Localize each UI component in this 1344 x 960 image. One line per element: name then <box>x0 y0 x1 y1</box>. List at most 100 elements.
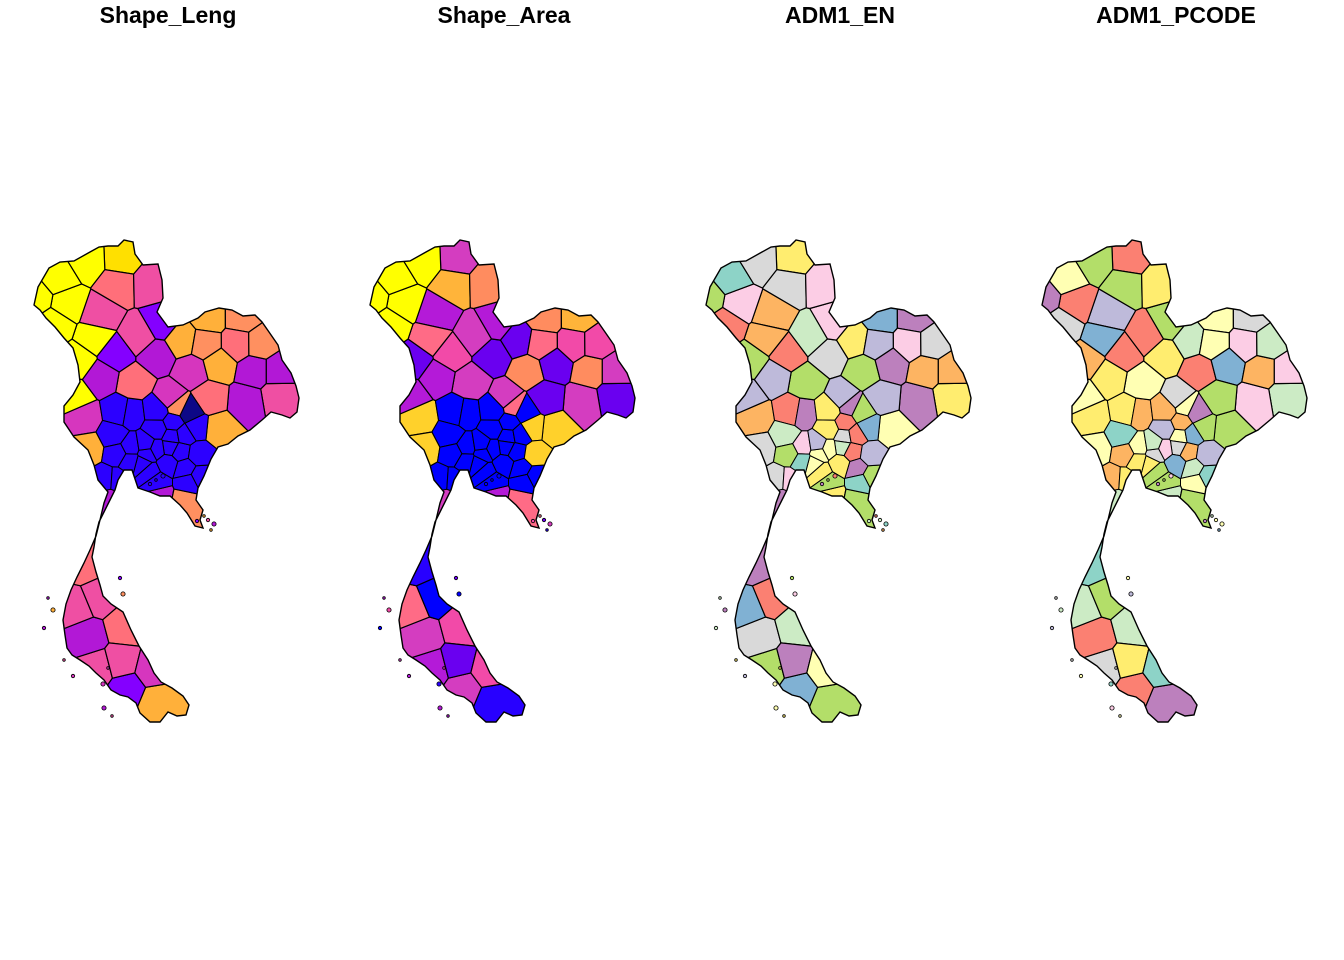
province-region <box>706 647 786 722</box>
province-region <box>34 488 141 550</box>
thailand-map-shape-area <box>369 239 636 723</box>
province-region <box>34 461 113 506</box>
island <box>496 473 502 479</box>
island <box>456 591 462 597</box>
island <box>490 478 494 482</box>
island <box>101 705 107 711</box>
province-region <box>835 314 869 360</box>
island <box>778 666 782 670</box>
province-region <box>407 672 483 722</box>
island <box>734 658 738 662</box>
province-region <box>932 382 971 514</box>
province-region <box>789 453 811 478</box>
island <box>1219 521 1225 527</box>
island <box>209 528 213 532</box>
island <box>110 714 114 718</box>
thailand-map-adm1-en <box>705 239 972 723</box>
island <box>772 681 778 687</box>
thailand-map-adm1-pcode <box>1041 239 1308 723</box>
province-region <box>1142 484 1183 565</box>
province-region <box>1140 240 1230 310</box>
province-region <box>499 314 533 360</box>
province-region <box>260 382 299 514</box>
province-region <box>124 658 299 722</box>
island <box>877 517 883 523</box>
province-region <box>71 672 147 722</box>
province-region <box>526 328 558 361</box>
island <box>1217 528 1221 532</box>
island <box>866 518 872 524</box>
province-region <box>515 391 542 424</box>
island <box>1213 517 1219 523</box>
island <box>1058 607 1064 613</box>
province-region <box>1042 461 1121 506</box>
province-region <box>1042 503 1156 587</box>
island <box>1054 596 1058 600</box>
province-region <box>470 484 511 565</box>
province-region <box>190 328 222 361</box>
province-region <box>596 382 635 514</box>
province-region <box>181 240 227 334</box>
panel-adm1-en: ADM1_EN <box>672 0 1008 960</box>
province-region <box>468 240 558 310</box>
island <box>154 478 158 482</box>
province-region <box>370 488 477 550</box>
province-region <box>806 594 971 688</box>
panel-title: Shape_Area <box>437 2 571 28</box>
island <box>41 625 47 631</box>
island <box>722 607 728 613</box>
island <box>442 666 446 670</box>
province-region <box>134 594 299 688</box>
island <box>202 514 206 518</box>
island <box>406 673 412 679</box>
province-region <box>34 503 148 587</box>
island <box>205 517 211 523</box>
province-region <box>1089 358 1128 402</box>
country-outline <box>705 239 972 723</box>
island <box>117 575 123 581</box>
province-region <box>796 658 971 722</box>
island <box>106 666 110 670</box>
island <box>883 521 889 527</box>
island <box>1118 714 1122 718</box>
province-region <box>743 672 819 722</box>
island <box>832 473 838 479</box>
province-region <box>804 240 894 310</box>
province-region <box>163 314 197 360</box>
province-region <box>1144 448 1166 463</box>
province-region <box>102 240 173 275</box>
province-region <box>512 422 533 446</box>
island <box>545 528 549 532</box>
island <box>792 591 798 597</box>
island <box>382 596 386 600</box>
island <box>718 596 722 600</box>
island <box>1108 681 1114 687</box>
province-region <box>176 422 197 446</box>
panel-title: Shape_Leng <box>99 2 237 28</box>
island <box>211 521 217 527</box>
island <box>819 481 825 487</box>
province-region <box>1171 314 1205 360</box>
island <box>1078 673 1084 679</box>
province-region <box>472 448 494 463</box>
island <box>120 591 126 597</box>
province-region <box>370 647 450 722</box>
province-region <box>438 240 509 275</box>
island <box>742 673 748 679</box>
island <box>453 575 459 581</box>
island <box>1202 518 1208 524</box>
province-region <box>471 427 492 451</box>
province-region <box>706 431 777 506</box>
island <box>147 481 153 487</box>
province-region <box>517 240 563 334</box>
province-region <box>1079 672 1155 722</box>
province-region <box>862 462 971 568</box>
island <box>782 714 786 718</box>
island <box>1114 666 1118 670</box>
province-region <box>34 647 114 722</box>
province-region <box>470 594 635 688</box>
province-region <box>34 431 105 506</box>
province-region <box>1112 642 1151 679</box>
island <box>826 478 830 482</box>
island <box>1125 575 1131 581</box>
